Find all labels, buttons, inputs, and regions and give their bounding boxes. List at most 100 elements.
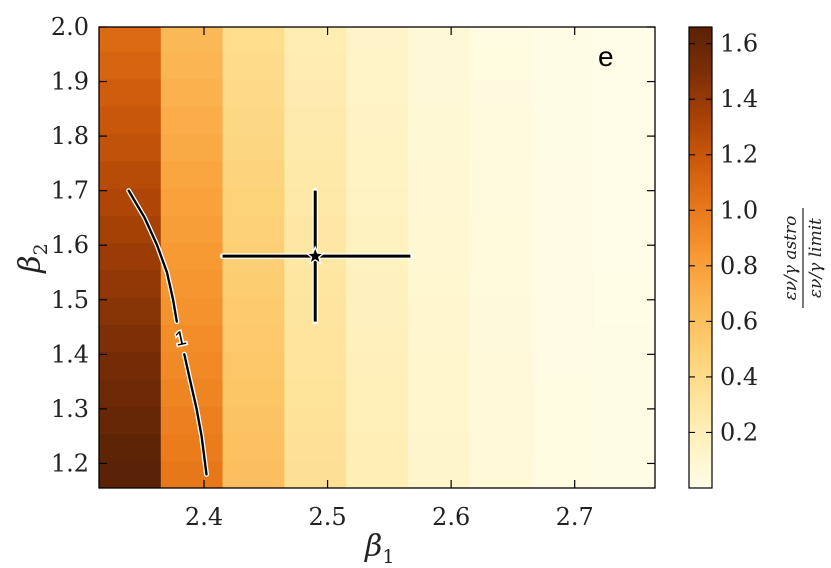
heatmap-cell bbox=[160, 27, 224, 53]
heatmap-cell bbox=[99, 106, 162, 134]
heatmap-cell bbox=[531, 27, 594, 53]
heatmap-cell bbox=[346, 187, 409, 216]
heatmap-cell bbox=[222, 433, 285, 462]
heatmap-cell bbox=[407, 269, 471, 298]
heatmap-cell bbox=[531, 133, 594, 162]
heatmap-cell bbox=[407, 27, 471, 53]
y-tick-label: 1.4 bbox=[51, 340, 89, 368]
heatmap-cell bbox=[469, 215, 533, 244]
y-tick-label: 1.9 bbox=[51, 68, 89, 96]
panel-label: e bbox=[598, 41, 614, 72]
heatmap-cell bbox=[407, 187, 471, 216]
heatmap-cell bbox=[284, 460, 347, 488]
heatmap-cell bbox=[469, 133, 533, 162]
heatmap-cell bbox=[593, 51, 655, 80]
heatmap-cell bbox=[284, 160, 347, 189]
heatmap-cell bbox=[531, 269, 594, 298]
heatmap-cell bbox=[160, 460, 224, 488]
contour-line bbox=[183, 353, 208, 476]
heatmap-cell bbox=[469, 269, 533, 298]
heatmap-cell bbox=[346, 351, 409, 380]
heatmap-cell bbox=[346, 27, 409, 53]
colorbar-tick-label: 1.2 bbox=[720, 141, 758, 169]
heatmap-cell bbox=[531, 51, 594, 80]
heatmap-cell bbox=[284, 106, 347, 134]
heatmap-cell bbox=[593, 242, 655, 271]
heatmap-cell bbox=[222, 78, 285, 107]
heatmap-cell bbox=[222, 27, 285, 53]
heatmap-cell bbox=[346, 297, 409, 325]
heatmap-cell bbox=[284, 27, 347, 53]
y-tick-label: 1.2 bbox=[51, 449, 89, 477]
heatmap-cell bbox=[99, 133, 162, 162]
heatmap-cell bbox=[160, 78, 224, 107]
heatmap-cell bbox=[160, 324, 224, 353]
heatmap-cell bbox=[469, 460, 533, 488]
heatmap-cell bbox=[222, 133, 285, 162]
heatmap-cell bbox=[593, 269, 655, 298]
heatmap-cell bbox=[531, 297, 594, 325]
heatmap-cell bbox=[469, 378, 533, 407]
heatmap-cell bbox=[346, 215, 409, 244]
heatmap-cell bbox=[160, 297, 224, 325]
heatmap-cell bbox=[531, 324, 594, 353]
heatmap-cell bbox=[222, 187, 285, 216]
heatmap-cell bbox=[346, 460, 409, 488]
heatmap-cell bbox=[407, 297, 471, 325]
heatmap-cell bbox=[284, 133, 347, 162]
heatmap-cell bbox=[160, 133, 224, 162]
heatmap-cell bbox=[222, 297, 285, 325]
heatmap-cell bbox=[469, 160, 533, 189]
heatmap-cell bbox=[531, 78, 594, 107]
colorbar-tick-label: 1.6 bbox=[720, 30, 758, 58]
heatmap-cell bbox=[346, 51, 409, 80]
best-fit-star-marker bbox=[304, 245, 326, 265]
heatmap-cell bbox=[407, 133, 471, 162]
heatmap-cell bbox=[593, 406, 655, 435]
heatmap-cell bbox=[407, 378, 471, 407]
y-tick-label: 1.5 bbox=[51, 286, 89, 314]
heatmap-cell bbox=[284, 78, 347, 107]
heatmap-cell bbox=[99, 433, 162, 462]
heatmap-cell bbox=[284, 378, 347, 407]
heatmap-cell bbox=[593, 460, 655, 488]
x-axis-label-subscript: 1 bbox=[382, 546, 394, 568]
heatmap-cell bbox=[99, 324, 162, 353]
colorbar-label: εν/γ astro εν/γ limit bbox=[781, 208, 826, 308]
heatmap-cell bbox=[99, 297, 162, 325]
x-tick-label: 2.4 bbox=[185, 503, 223, 531]
heatmap-cells bbox=[99, 27, 655, 488]
x-axis-ticks: 2.4 2.5 2.6 2.7 bbox=[185, 27, 594, 531]
colorbar-tick-label: 1.4 bbox=[720, 85, 758, 113]
heatmap-cell bbox=[346, 378, 409, 407]
y-axis-ticks: 1.2 1.3 1.4 1.5 1.6 1.7 1.8 1.9 2.0 bbox=[51, 13, 655, 477]
heatmap-cell bbox=[99, 160, 162, 189]
heatmap-cell bbox=[222, 351, 285, 380]
heatmap-cell bbox=[160, 215, 224, 244]
plot-frame bbox=[98, 26, 656, 489]
heatmap-cell bbox=[346, 133, 409, 162]
heatmap-cell bbox=[469, 324, 533, 353]
heatmap-cell bbox=[284, 51, 347, 80]
heatmap-cell bbox=[407, 78, 471, 107]
heatmap-cell bbox=[346, 324, 409, 353]
heatmap-cell bbox=[469, 242, 533, 271]
x-tick-label: 2.6 bbox=[432, 503, 470, 531]
heatmap-cell bbox=[593, 27, 655, 53]
heatmap-cell bbox=[99, 351, 162, 380]
colorbar-tick-label: 0.6 bbox=[720, 307, 758, 335]
y-axis-label: β2 bbox=[13, 243, 52, 273]
heatmap-cell bbox=[593, 106, 655, 134]
heatmap-cell bbox=[469, 406, 533, 435]
heatmap-cell bbox=[346, 406, 409, 435]
x-axis-label: β1 bbox=[364, 529, 394, 568]
heatmap-cell bbox=[222, 406, 285, 435]
heatmap-cell bbox=[284, 406, 347, 435]
heatmap-cell bbox=[407, 351, 471, 380]
heatmap-cell bbox=[99, 406, 162, 435]
heatmap-cell bbox=[284, 351, 347, 380]
heatmap-cell bbox=[99, 78, 162, 107]
heatmap-cell bbox=[593, 160, 655, 189]
heatmap-cell bbox=[284, 324, 347, 353]
x-tick-label: 2.7 bbox=[556, 503, 594, 531]
